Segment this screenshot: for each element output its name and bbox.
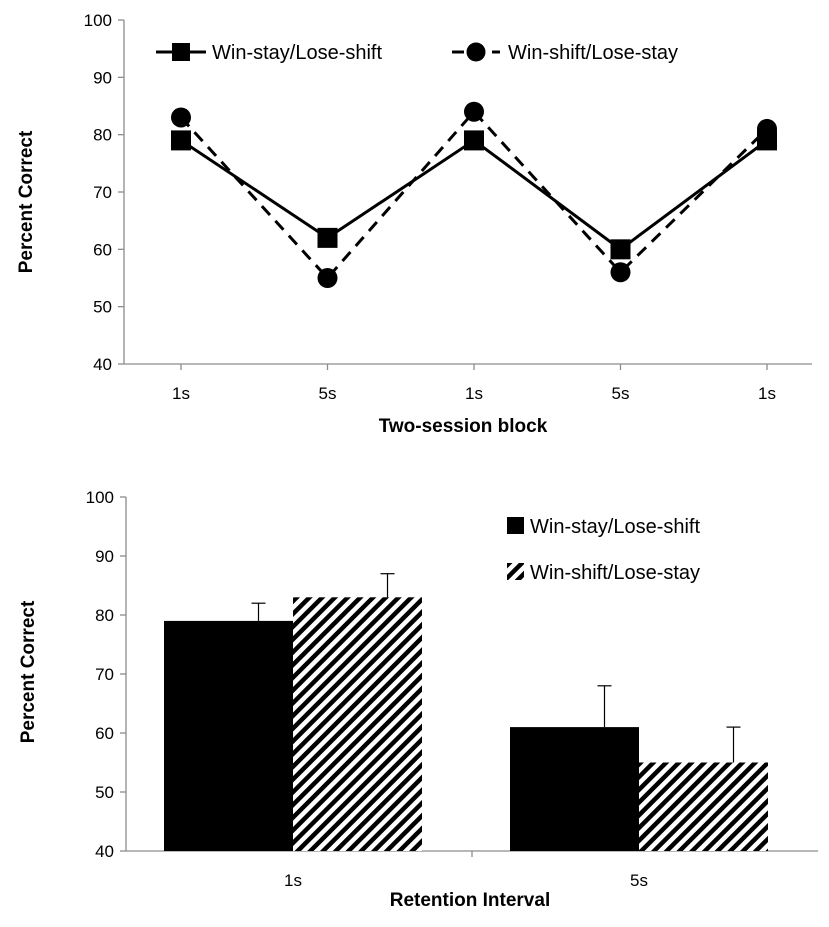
y-tick-label: 90 — [95, 547, 114, 566]
x-tick-label: 5s — [319, 384, 337, 403]
bar-win-stay — [510, 727, 639, 851]
y-tick-label: 80 — [95, 606, 114, 625]
y-tick-label: 60 — [93, 240, 112, 259]
series-line-win-stay — [180, 138, 768, 252]
bar-chart-y-ticks: 40 50 60 70 80 90 100 — [86, 488, 126, 861]
bar-chart-x-axis-title: Retention Interval — [390, 890, 550, 911]
data-point-circle — [464, 101, 484, 122]
data-point-square — [171, 130, 191, 151]
x-tick-label: 5s — [612, 384, 630, 403]
bar-win-stay — [164, 620, 293, 851]
data-point-square — [317, 227, 338, 248]
data-point-circle — [610, 262, 631, 283]
bar-chart-legend: Win-stay/Lose-shift Win-shift/Lose-stay — [507, 516, 700, 584]
data-point-square — [610, 239, 631, 260]
bar-chart-bars — [164, 573, 768, 851]
bar-win-shift — [293, 597, 422, 851]
bar-win-shift — [639, 762, 768, 851]
legend-label-win-stay: Win-stay/Lose-shift — [212, 42, 382, 64]
line-chart-axes — [123, 20, 812, 365]
y-tick-label: 40 — [95, 842, 114, 861]
line-chart-legend: Win-stay/Lose-shift Win-shift/Lose-stay — [156, 42, 678, 64]
line-chart-y-axis-title: Percent Correct — [16, 130, 37, 273]
x-tick-label: 1s — [284, 871, 302, 890]
x-tick-label: 1s — [758, 384, 776, 403]
data-point-square — [464, 130, 484, 151]
legend-swatch-solid — [507, 517, 524, 534]
y-tick-label: 70 — [93, 183, 112, 202]
y-tick-label: 60 — [95, 724, 114, 743]
line-chart-y-ticks: 40 50 60 70 80 90 100 — [84, 11, 124, 374]
legend-square-marker — [172, 43, 190, 61]
legend-label-win-shift: Win-shift/Lose-stay — [530, 562, 700, 584]
y-tick-label: 70 — [95, 665, 114, 684]
line-chart-x-ticks: 1s 5s 1s 5s 1s — [172, 364, 776, 403]
series-line-win-shift — [179, 109, 769, 281]
bar-chart-y-axis-title: Percent Correct — [18, 600, 39, 743]
data-point-square — [757, 130, 777, 151]
legend-label-win-shift: Win-shift/Lose-stay — [508, 42, 678, 64]
y-tick-label: 100 — [84, 11, 112, 30]
bar-chart-x-ticks: 1s 5s — [284, 851, 648, 890]
x-tick-label: 1s — [465, 384, 483, 403]
y-tick-label: 50 — [93, 298, 112, 317]
x-tick-label: 5s — [630, 871, 648, 890]
line-chart: 40 50 60 70 80 90 100 1s 5s 1s 5s 1s Win-stay/Lose… — [16, 11, 812, 437]
legend-swatch-hatched — [507, 563, 524, 580]
line-chart-x-axis-title: Two-session block — [379, 416, 548, 437]
y-tick-label: 90 — [93, 68, 112, 87]
data-point-circle — [171, 107, 191, 128]
y-tick-label: 50 — [95, 783, 114, 802]
y-tick-label: 80 — [93, 126, 112, 145]
x-tick-label: 1s — [172, 384, 190, 403]
y-tick-label: 40 — [93, 355, 112, 374]
legend-circle-marker — [466, 42, 486, 62]
legend-label-win-stay: Win-stay/Lose-shift — [530, 516, 700, 538]
data-point-circle — [317, 268, 338, 288]
line-chart-series — [171, 101, 777, 288]
bar-chart: 40 50 60 70 80 90 100 1s 5s Win-stay/Lose-shift… — [18, 488, 818, 911]
y-tick-label: 100 — [86, 488, 114, 507]
